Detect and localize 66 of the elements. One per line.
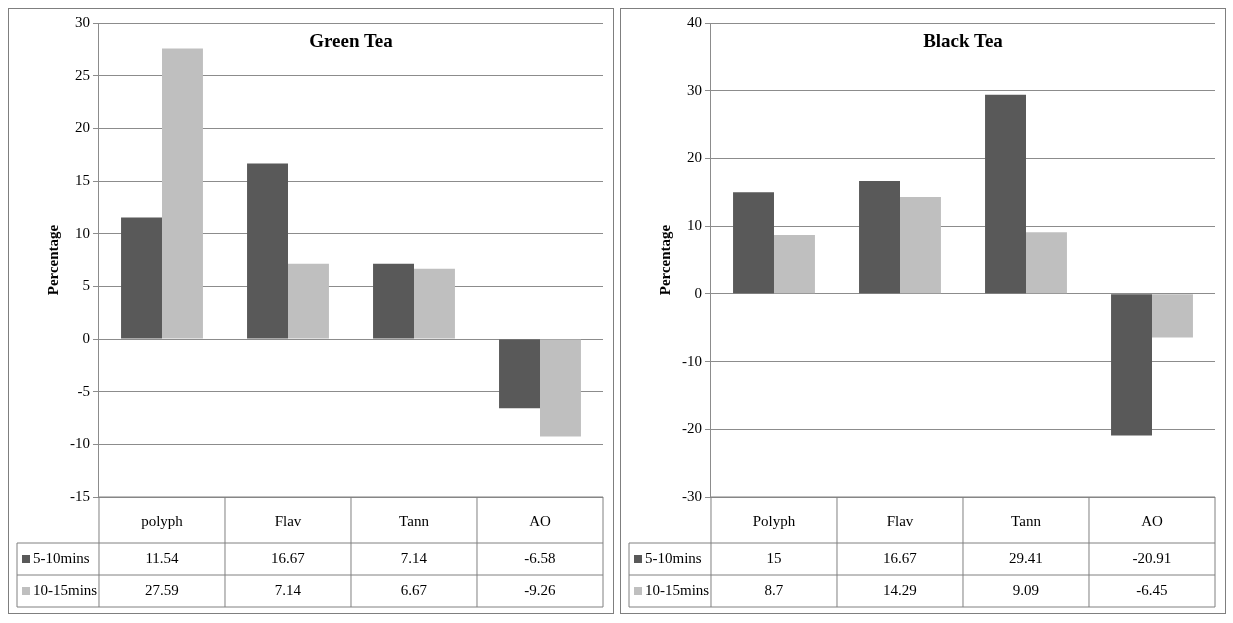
y-tick-label: 20: [75, 119, 90, 136]
legend-label: 5-10mins: [645, 549, 702, 566]
data-label: 29.41: [1009, 549, 1043, 566]
y-tick-label: 10: [75, 224, 90, 241]
y-tick-label: -10: [70, 435, 90, 452]
y-tick-label: 20: [687, 149, 702, 166]
x-tick-label: Flav: [274, 512, 302, 529]
bar: [985, 94, 1026, 294]
bar: [859, 180, 900, 294]
y-axis-title: Percentage: [656, 224, 673, 296]
bar: [373, 263, 414, 339]
x-tick-label: AO: [529, 512, 551, 529]
x-tick-label: Tann: [399, 512, 430, 529]
x-tick-label: Flav: [886, 512, 914, 529]
y-tick-label: 10: [687, 217, 702, 234]
bar: [162, 48, 203, 339]
data-label: 9.09: [1012, 581, 1040, 598]
bar: [414, 268, 455, 339]
y-tick-label: 25: [75, 66, 90, 83]
y-tick-label: -15: [70, 487, 90, 504]
bar: [540, 339, 581, 437]
bar: [1152, 294, 1193, 338]
y-tick-label: 30: [687, 81, 702, 98]
y-tick-label: 5: [82, 277, 90, 294]
x-tick-label: Polyph: [752, 512, 796, 529]
y-tick-label: -30: [682, 487, 702, 504]
data-label: 14.29: [883, 581, 917, 598]
data-label: 27.59: [145, 581, 179, 598]
y-tick-label: 30: [75, 13, 90, 30]
bar: [288, 263, 329, 339]
bar: [733, 192, 774, 294]
data-label: 8.7: [764, 581, 784, 598]
legend-label: 5-10mins: [33, 549, 90, 566]
bar: [774, 234, 815, 294]
data-label: 7.14: [274, 581, 302, 598]
y-tick-label: 0: [82, 329, 90, 346]
data-label: 15: [766, 549, 782, 566]
data-label: 11.54: [145, 549, 180, 566]
bar: [247, 163, 288, 339]
bar: [499, 339, 540, 409]
chart-title: Black Tea: [923, 30, 1004, 52]
data-label: -9.26: [524, 581, 557, 598]
chart-title: Green Tea: [309, 30, 394, 52]
bar: [121, 217, 162, 339]
x-tick-label: polyph: [141, 512, 184, 529]
y-tick-label: 15: [75, 171, 90, 188]
data-label: -6.58: [524, 549, 556, 566]
y-tick-label: 40: [687, 13, 702, 30]
y-tick-label: -5: [77, 382, 90, 399]
x-tick-label: Tann: [1011, 512, 1042, 529]
y-tick-label: -10: [682, 352, 702, 369]
data-label: -20.91: [1132, 549, 1172, 566]
legend-label: 10-15mins: [33, 581, 98, 598]
data-label: 7.14: [400, 549, 428, 566]
legend-label: 10-15mins: [645, 581, 710, 598]
data-label: -6.45: [1136, 581, 1168, 598]
x-tick-label: AO: [1141, 512, 1163, 529]
y-tick-label: -20: [682, 420, 702, 437]
data-label: 16.67: [271, 549, 306, 566]
data-label: 16.67: [883, 549, 918, 566]
bar: [900, 197, 941, 294]
y-axis-title: Percentage: [44, 224, 61, 296]
bar: [1111, 294, 1152, 436]
bar: [1026, 232, 1067, 294]
data-label: 6.67: [400, 581, 428, 598]
y-tick-label: 0: [694, 284, 702, 301]
